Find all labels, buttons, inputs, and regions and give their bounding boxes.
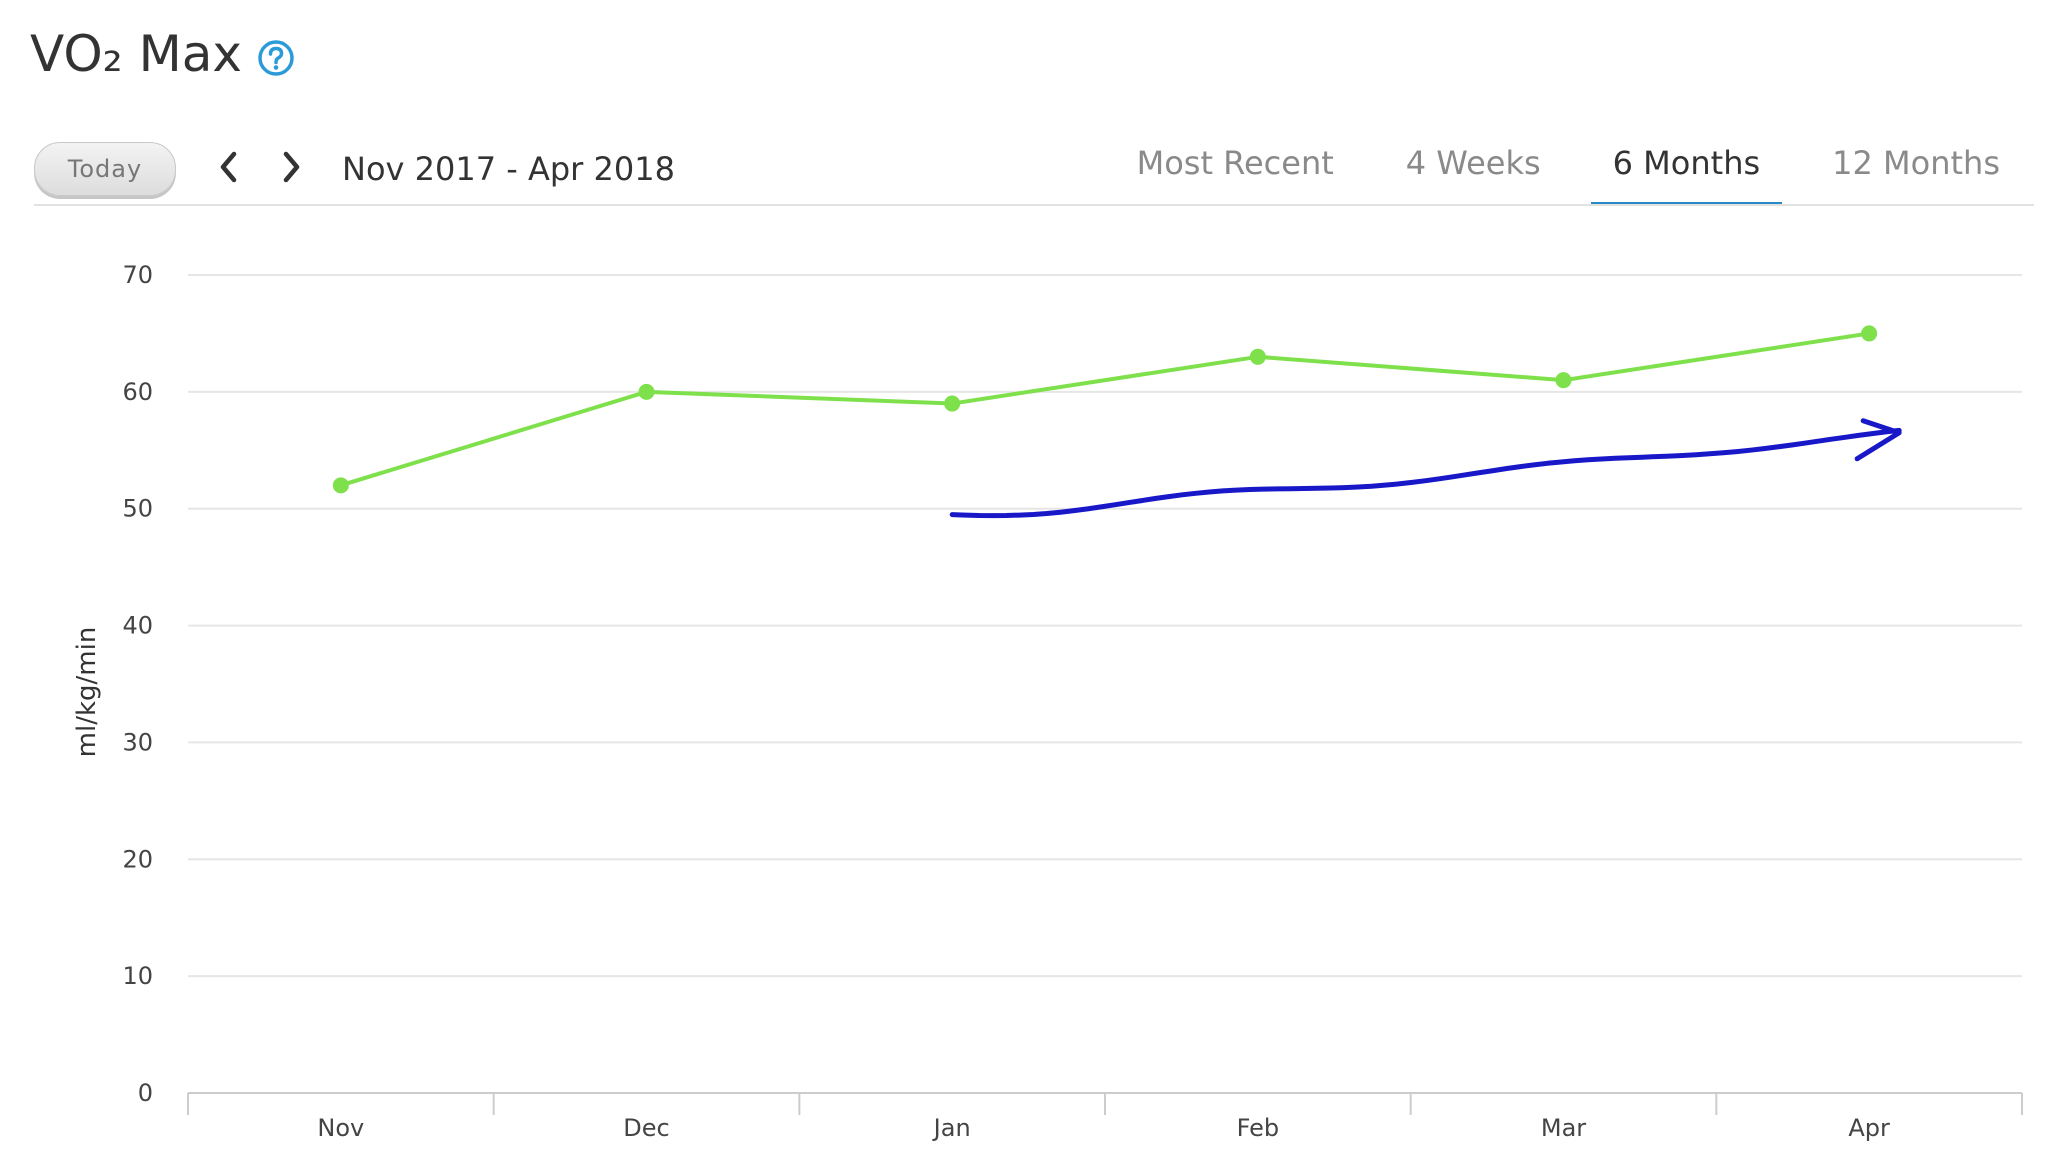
data-point[interactable] bbox=[1249, 348, 1266, 365]
data-point[interactable] bbox=[944, 395, 961, 412]
y-tick-label: 10 bbox=[122, 962, 153, 990]
x-tick-label: Apr bbox=[1848, 1114, 1890, 1142]
data-point[interactable] bbox=[1861, 325, 1878, 342]
y-tick-label: 30 bbox=[122, 728, 153, 756]
tab-4-weeks[interactable]: 4 Weeks bbox=[1405, 144, 1541, 182]
x-tick-label: Dec bbox=[623, 1114, 669, 1142]
y-tick-label: 40 bbox=[122, 612, 153, 640]
period-tabs: Most Recent 4 Weeks 6 Months 12 Months bbox=[1087, 140, 2022, 206]
y-axis-label: ml/kg/min bbox=[72, 627, 102, 758]
series-line bbox=[340, 331, 1870, 488]
y-tick-label: 20 bbox=[122, 845, 153, 873]
series-layer bbox=[332, 325, 1878, 494]
annotation-layer bbox=[949, 418, 1902, 519]
x-tick-label: Mar bbox=[1541, 1114, 1586, 1142]
data-point[interactable] bbox=[638, 383, 655, 400]
y-tick-label: 60 bbox=[122, 378, 153, 406]
data-point[interactable] bbox=[332, 477, 349, 494]
question-circle-icon[interactable] bbox=[256, 38, 296, 78]
tab-12-months[interactable]: 12 Months bbox=[1832, 144, 2000, 182]
header-divider bbox=[34, 204, 2034, 206]
chevron-right-icon[interactable] bbox=[274, 148, 308, 186]
data-point[interactable] bbox=[1555, 372, 1572, 389]
x-tick-label: Jan bbox=[932, 1114, 971, 1142]
chevron-left-icon[interactable] bbox=[212, 148, 246, 186]
x-axis: Nov Dec Jan Feb Mar Apr bbox=[187, 1092, 2023, 1142]
today-button[interactable]: Today bbox=[34, 142, 176, 196]
trend-arrowhead bbox=[1854, 418, 1902, 462]
date-range-label: Nov 2017 - Apr 2018 bbox=[342, 150, 675, 188]
y-axis: 0 10 20 30 40 50 60 70 bbox=[122, 261, 153, 1107]
y-tick-label: 70 bbox=[122, 261, 153, 289]
title-row: VO₂ Max bbox=[30, 14, 296, 94]
x-tick-label: Nov bbox=[317, 1114, 364, 1142]
date-controls: Today Nov 2017 - Apr 2018 Most Recent 4 … bbox=[34, 140, 2034, 206]
y-tick-label: 50 bbox=[122, 495, 153, 523]
tab-most-recent[interactable]: Most Recent bbox=[1136, 144, 1334, 182]
trend-annotation-line bbox=[949, 427, 1902, 519]
page-title: VO₂ Max bbox=[30, 25, 242, 83]
x-tick-label: Feb bbox=[1237, 1114, 1280, 1142]
y-tick-label: 0 bbox=[138, 1079, 153, 1107]
